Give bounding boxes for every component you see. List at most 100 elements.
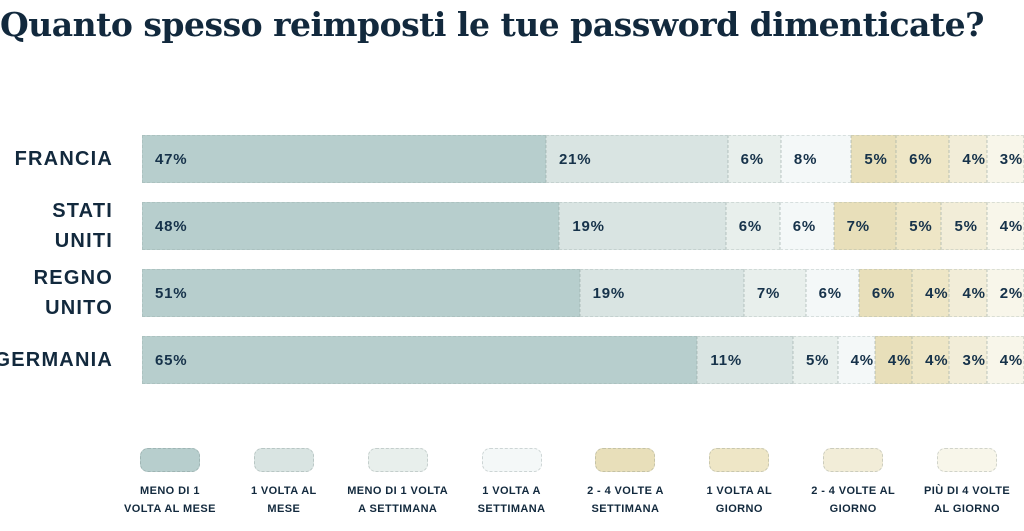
bar-segment: 3% <box>949 336 987 384</box>
segment-value-label: 4% <box>999 217 1023 235</box>
bar-segment: 5% <box>896 202 942 250</box>
bar-segment: 6% <box>779 202 834 250</box>
legend-item: MENO DI 1 VOLTA A SETTIMANA <box>341 448 455 518</box>
country-label: REGNO UNITO <box>33 267 113 319</box>
bar-segment: 5% <box>851 135 897 183</box>
legend-swatch <box>139 448 200 472</box>
segment-value-label: 4% <box>887 351 912 369</box>
bar-segment: 4% <box>912 336 950 384</box>
bar-row: GERMANIA 65% 11% 5% 4% 4% 4% 3% 4% <box>0 336 1024 384</box>
legend-swatch <box>253 448 314 472</box>
legend-swatch <box>937 448 998 472</box>
bar-segment: 4% <box>874 336 913 384</box>
bar-segment: 4% <box>986 202 1024 250</box>
bar-segment: 3% <box>986 135 1024 183</box>
segment-value-label: 21% <box>559 150 592 168</box>
legend-item: 1 VOLTA AL MESE <box>227 448 341 518</box>
stacked-bar-chart: FRANCIA 47% 21% 6% 8% 5% 6% 4% 3% STATI UNITI 48% 1… <box>0 135 1024 403</box>
legend-item: PIÙ DI 4 VOLTE AL GIORNO <box>910 448 1024 518</box>
bar-segment: 5% <box>793 336 838 384</box>
bar-segment: 4% <box>949 135 987 183</box>
segment-value-label: 3% <box>962 351 986 369</box>
bar-segment: 51% <box>142 269 580 317</box>
bar-segment: 6% <box>896 135 950 183</box>
stacked-bar: 48% 19% 6% 6% 7% 5% 5% 4% <box>142 202 1024 250</box>
legend-item: 1 VOLTA AL GIORNO <box>682 448 796 518</box>
bar-segment: 6% <box>805 269 859 317</box>
bar-segment: 65% <box>142 336 698 384</box>
bar-segment: 8% <box>780 135 852 183</box>
bar-segment: 21% <box>546 135 728 183</box>
legend-swatch <box>595 448 656 472</box>
segment-value-label: 6% <box>909 150 933 168</box>
stacked-bar: 51% 19% 7% 6% 6% 4% 4% 2% <box>142 269 1024 317</box>
bar-row: STATI UNITI 48% 19% 6% 6% 7% 5% 5% 4% <box>0 200 1024 252</box>
segment-value-label: 4% <box>925 351 949 369</box>
bar-segment: 4% <box>912 269 950 317</box>
legend-item: MENO DI 1 VOLTA AL MESE <box>113 448 227 518</box>
segment-value-label: 19% <box>572 217 605 235</box>
bar-segment: 5% <box>941 202 987 250</box>
bar-segment: 6% <box>725 202 780 250</box>
segment-value-label: 4% <box>962 284 986 302</box>
legend-swatch <box>823 448 884 472</box>
legend-item-label: MENO DI 1 VOLTA AL MESE <box>124 485 216 515</box>
segment-value-label: 6% <box>792 217 816 235</box>
segment-value-label: 2% <box>999 284 1023 302</box>
segment-value-label: 8% <box>793 150 818 168</box>
bar-segment: 7% <box>833 202 897 250</box>
bar-segment: 48% <box>142 202 560 250</box>
legend-item: 1 VOLTA A SETTIMANA <box>455 448 569 518</box>
bar-segment: 4% <box>949 269 987 317</box>
bar-row: FRANCIA 47% 21% 6% 8% 5% 6% 4% 3% <box>0 135 1024 183</box>
country-label: GERMANIA <box>0 349 113 371</box>
legend-item-label: PIÙ DI 4 VOLTE AL GIORNO <box>924 485 1011 515</box>
bar-segment: 19% <box>559 202 726 250</box>
bar-segment: 6% <box>858 269 913 317</box>
segment-value-label: 7% <box>756 284 781 302</box>
segment-value-label: 4% <box>962 150 986 168</box>
segment-value-label: 19% <box>592 284 626 302</box>
legend: MENO DI 1 VOLTA AL MESE 1 VOLTA AL MESE ME… <box>113 448 1024 518</box>
legend-item-label: 1 VOLTA AL MESE <box>250 485 317 515</box>
bar-segment: 47% <box>142 135 546 183</box>
segment-value-label: 51% <box>155 284 188 302</box>
segment-value-label: 5% <box>806 351 830 369</box>
bar-segment: 7% <box>743 269 806 317</box>
legend-item-label: MENO DI 1 VOLTA A SETTIMANA <box>347 485 449 515</box>
bar-segment: 6% <box>727 135 781 183</box>
chart-title: Quanto spesso reimposti le tue password … <box>0 5 985 44</box>
legend-swatch <box>481 448 542 472</box>
legend-item: 2 - 4 VOLTE A SETTIMANA <box>569 448 683 518</box>
legend-item-label: 2 - 4 VOLTE AL GIORNO <box>811 485 896 515</box>
segment-value-label: 6% <box>738 217 763 235</box>
stacked-bar: 47% 21% 6% 8% 5% 6% 4% 3% <box>142 135 1024 183</box>
segment-value-label: 47% <box>155 150 188 168</box>
segment-value-label: 4% <box>925 284 949 302</box>
segment-value-label: 5% <box>909 217 933 235</box>
bar-segment: 4% <box>986 336 1024 384</box>
segment-value-label: 3% <box>999 150 1023 168</box>
segment-value-label: 5% <box>954 217 978 235</box>
legend-swatch <box>709 448 770 472</box>
segment-value-label: 5% <box>864 150 888 168</box>
legend-item-label: 1 VOLTA A SETTIMANA <box>477 485 546 515</box>
legend-item-label: 2 - 4 VOLTE A SETTIMANA <box>587 485 664 515</box>
bar-row: REGNO UNITO 51% 19% 7% 6% 6% 4% 4% 2% <box>0 267 1024 319</box>
legend-item: 2 - 4 VOLTE AL GIORNO <box>796 448 910 518</box>
legend-item-label: 1 VOLTA AL GIORNO <box>706 485 773 515</box>
segment-value-label: 65% <box>155 351 188 369</box>
segment-value-label: 48% <box>155 217 188 235</box>
segment-value-label: 4% <box>850 351 874 369</box>
legend-swatch <box>367 448 428 472</box>
stacked-bar: 65% 11% 5% 4% 4% 4% 3% 4% <box>142 336 1024 384</box>
country-label: STATI UNITI <box>52 200 113 252</box>
segment-value-label: 4% <box>999 351 1023 369</box>
segment-value-label: 6% <box>740 150 764 168</box>
segment-value-label: 7% <box>846 217 870 235</box>
segment-value-label: 6% <box>818 284 842 302</box>
bar-segment: 19% <box>579 269 744 317</box>
segment-value-label: 6% <box>871 284 896 302</box>
country-label: FRANCIA <box>14 148 113 170</box>
bar-segment: 2% <box>986 269 1024 317</box>
